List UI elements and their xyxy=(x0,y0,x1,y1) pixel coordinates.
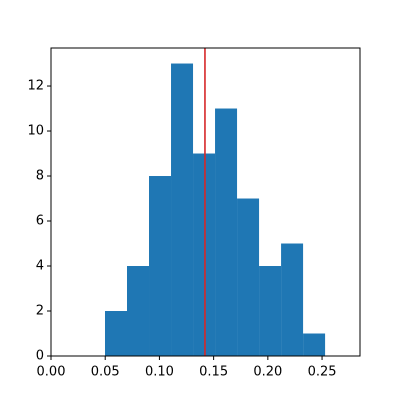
bar xyxy=(193,153,216,356)
bar xyxy=(281,243,304,356)
bar xyxy=(259,266,282,356)
x-tick-label: 0.10 xyxy=(145,365,174,380)
bar xyxy=(149,176,172,356)
bar xyxy=(171,63,194,356)
bar xyxy=(303,333,326,356)
y-tick-label: 10 xyxy=(27,124,44,139)
y-tick-label: 4 xyxy=(36,259,44,274)
x-tick-label: 0.20 xyxy=(253,365,282,380)
bar xyxy=(237,198,260,356)
y-tick-label: 6 xyxy=(36,214,44,229)
y-tick-label: 8 xyxy=(36,169,44,184)
y-tick-label: 2 xyxy=(36,304,44,319)
bar xyxy=(104,311,128,356)
x-tick-label: 0.05 xyxy=(91,365,120,380)
x-tick-label: 0.25 xyxy=(308,365,337,380)
axes-frame xyxy=(50,47,361,357)
x-tick-label: 0.00 xyxy=(37,365,66,380)
bar xyxy=(215,108,238,357)
y-tick-label: 0 xyxy=(36,349,44,364)
y-tick-label: 12 xyxy=(27,79,44,94)
x-tick-label: 0.15 xyxy=(199,365,228,380)
bar xyxy=(127,266,150,356)
